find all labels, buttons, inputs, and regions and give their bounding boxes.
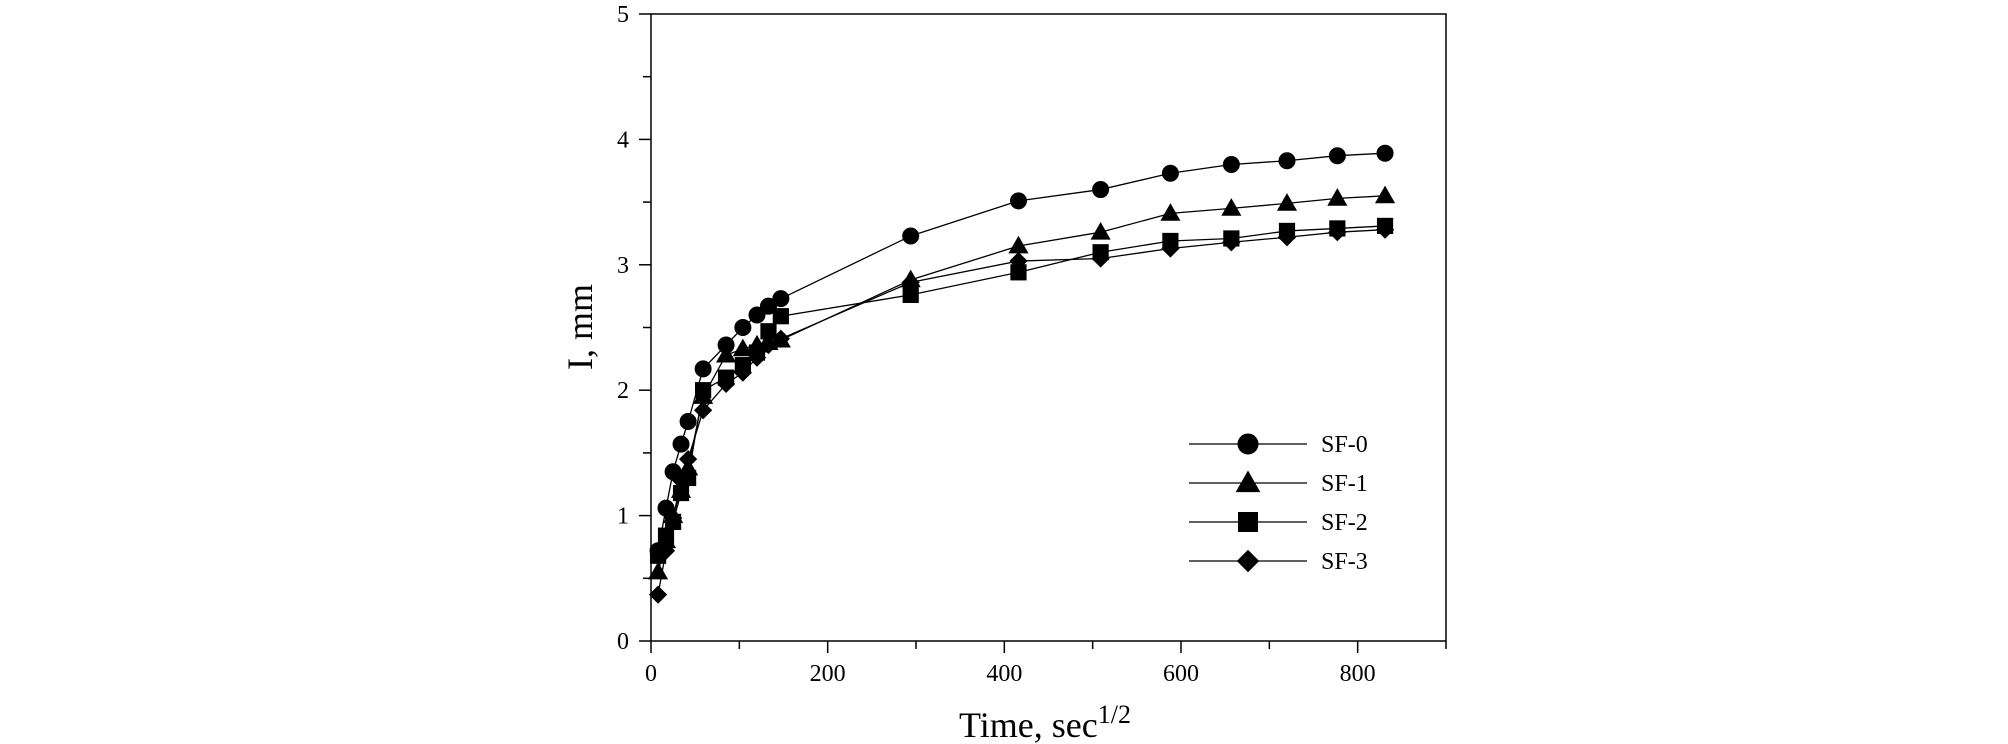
series-SF-3: [648, 220, 1395, 604]
data-point-diamond: [1009, 251, 1028, 271]
data-point-triangle: [1221, 198, 1242, 216]
data-point-circle: [694, 360, 712, 378]
data-point-circle: [902, 227, 920, 245]
data-point-square: [772, 308, 789, 325]
data-point-triangle: [1374, 185, 1396, 204]
data-point-square: [695, 382, 712, 399]
data-point-circle: [672, 435, 690, 453]
legend: SF-0 SF-1 SF-2 SF-3: [1189, 432, 1368, 575]
x-axis-title: Time, sec1/2: [959, 700, 1131, 744]
x-axis-title-superscript: 1/2: [1098, 700, 1131, 729]
data-point-diamond: [1277, 228, 1297, 247]
legend-marker: [1236, 549, 1260, 573]
legend-item: SF-0: [1189, 432, 1368, 458]
y-tick-label: 1: [617, 504, 629, 530]
data-point-diamond: [1375, 220, 1395, 239]
data-point-circle: [734, 319, 752, 336]
data-point-triangle: [1160, 203, 1181, 221]
y-axis-title: I, mm: [560, 284, 600, 370]
data-point-circle: [759, 297, 777, 315]
data-point-diamond: [656, 541, 676, 560]
y-tick-label: 5: [617, 2, 629, 28]
data-point-diamond: [759, 335, 778, 355]
legend-marker: [1238, 512, 1258, 532]
data-point-triangle: [716, 344, 737, 363]
series-SF-2: [649, 217, 1394, 564]
series-line: [657, 229, 1386, 595]
legend-label: SF-0: [1321, 432, 1368, 458]
data-point-diamond: [901, 273, 920, 292]
data-point-circle: [1278, 152, 1296, 170]
data-point-triangle: [1276, 193, 1298, 211]
data-point-diamond: [716, 374, 736, 394]
data-point-triangle: [1327, 188, 1348, 206]
data-point-diamond: [1222, 233, 1241, 252]
data-point-circle: [1009, 192, 1027, 210]
y-tick-label: 2: [617, 378, 629, 404]
legend-item: SF-2: [1189, 510, 1368, 536]
legend-marker: [1235, 470, 1261, 493]
legend-label: SF-3: [1321, 549, 1368, 575]
data-point-diamond: [678, 450, 698, 469]
data-point-triangle: [1090, 221, 1111, 240]
series-SF-1: [648, 185, 1396, 580]
y-axis-ticks: 0 1 2 3 4 5: [617, 2, 651, 655]
x-tick-label: 800: [1340, 661, 1376, 687]
x-axis-ticks: 0 200 400 600 800: [645, 641, 1447, 687]
data-point-diamond: [1328, 223, 1347, 242]
series-layer: [648, 144, 1396, 604]
x-tick-label: 0: [645, 661, 657, 687]
y-tick-label: 4: [617, 127, 629, 153]
data-point-circle: [772, 290, 790, 308]
legend-label: SF-2: [1321, 510, 1368, 536]
data-point-diamond: [771, 329, 790, 348]
legend-label: SF-1: [1321, 471, 1368, 497]
legend-item: SF-3: [1189, 549, 1368, 575]
data-point-diamond: [1091, 249, 1110, 268]
data-point-diamond: [648, 585, 668, 604]
y-tick-label: 0: [617, 629, 629, 655]
x-tick-label: 200: [810, 661, 846, 687]
data-point-diamond: [671, 471, 691, 490]
data-point-diamond: [747, 348, 767, 367]
x-tick-label: 400: [986, 661, 1022, 687]
data-point-circle: [1222, 155, 1240, 173]
data-point-circle: [1161, 164, 1179, 182]
data-point-circle: [679, 413, 697, 431]
legend-marker: [1237, 433, 1259, 455]
data-point-diamond: [1161, 239, 1180, 258]
legend-item: SF-1: [1189, 470, 1368, 497]
data-point-diamond: [694, 401, 713, 420]
y-tick-label: 3: [617, 253, 629, 279]
data-point-circle: [1092, 181, 1110, 199]
data-point-diamond: [733, 363, 752, 382]
data-point-circle: [1376, 144, 1394, 162]
data-point-diamond: [663, 509, 683, 528]
data-point-circle: [1328, 147, 1346, 165]
x-tick-label: 600: [1163, 661, 1199, 687]
data-point-square: [657, 527, 675, 544]
x-axis-title-main: Time, sec: [959, 705, 1098, 744]
data-point-circle: [748, 306, 766, 324]
